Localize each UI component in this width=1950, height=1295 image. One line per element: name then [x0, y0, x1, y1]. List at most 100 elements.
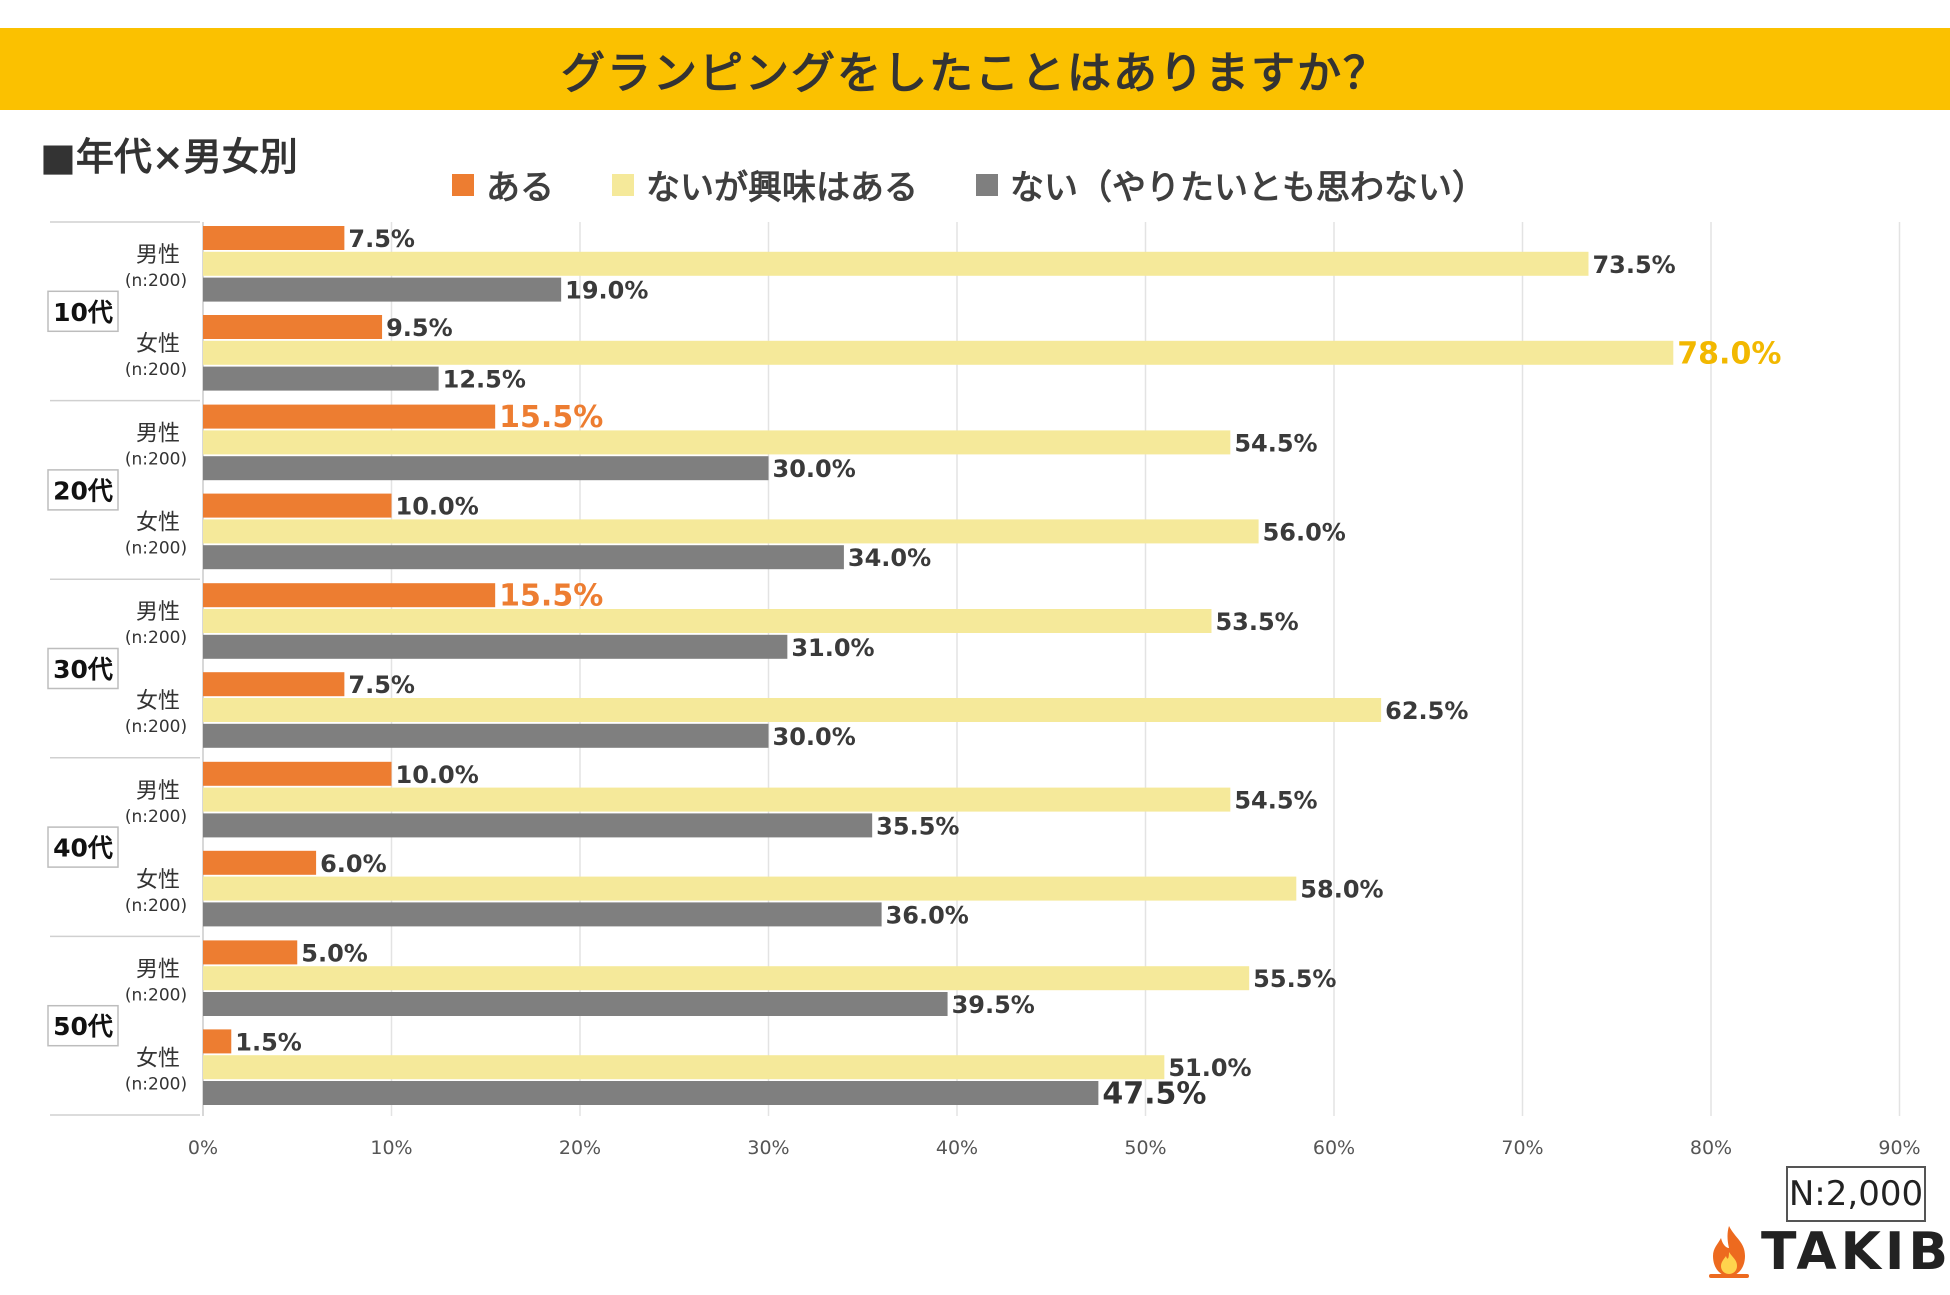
- data-label-interest: 54.5%: [1234, 429, 1317, 457]
- brand-name: TAKIBI: [1761, 1222, 1950, 1282]
- bar-aru: [203, 226, 345, 250]
- x-tick-label: 90%: [1878, 1137, 1920, 1159]
- bar-aru: [203, 315, 383, 339]
- age-label-box: [47, 826, 119, 868]
- data-label-nai: 19.0%: [565, 277, 648, 305]
- sample-n-label: (n:200): [125, 896, 187, 916]
- data-label-aru: 5.0%: [301, 939, 368, 967]
- bar-interest: [203, 698, 1382, 722]
- legend-swatch-interest: [612, 173, 634, 196]
- gender-label: 女性: [136, 511, 180, 536]
- data-label-nai: 30.0%: [773, 723, 856, 751]
- bar-aru: [203, 493, 392, 518]
- bar-nai: [203, 366, 439, 391]
- x-tick-label: 20%: [559, 1137, 601, 1159]
- data-label-aru: 7.5%: [348, 671, 415, 699]
- legend-item-interest: ないが興味はある: [612, 160, 918, 209]
- age-group-label: 10代: [53, 298, 113, 327]
- bar-interest: [203, 1055, 1165, 1080]
- brand-logo: TAKIBI: [1705, 1222, 1950, 1282]
- chart-legend: ある ないが興味はある ない（やりたいとも思わない）: [452, 160, 1544, 209]
- data-label-nai: 35.5%: [876, 812, 959, 840]
- age-group-label: 20代: [53, 476, 113, 505]
- gender-label: 女性: [136, 1046, 180, 1071]
- data-label-interest: 56.0%: [1263, 518, 1346, 546]
- data-label-nai: 36.0%: [886, 901, 969, 929]
- bar-aru: [203, 940, 298, 965]
- data-label-aru: 10.0%: [396, 761, 479, 789]
- sample-n-label: (n:200): [125, 539, 187, 559]
- bar-interest: [203, 251, 1589, 276]
- bar-interest: [203, 876, 1297, 901]
- flame-icon: [1709, 1226, 1749, 1278]
- gender-label: 女性: [136, 689, 180, 714]
- data-label-nai: 34.0%: [848, 544, 931, 572]
- bar-nai: [203, 545, 844, 570]
- bar-nai: [203, 992, 948, 1016]
- bar-nai: [203, 902, 882, 927]
- bar-aru: [203, 583, 496, 608]
- data-label-aru: 6.0%: [320, 850, 387, 878]
- data-label-interest: 51.0%: [1168, 1054, 1251, 1082]
- x-tick-label: 80%: [1690, 1137, 1732, 1159]
- data-label-aru: 10.0%: [396, 493, 479, 521]
- sample-n-label: (n:200): [125, 628, 187, 648]
- data-label-interest: 58.0%: [1300, 876, 1383, 904]
- data-label-aru: 9.5%: [386, 314, 453, 342]
- age-group-label: 40代: [53, 834, 113, 863]
- data-label-nai: 31.0%: [791, 634, 874, 662]
- gender-label: 男性: [136, 957, 180, 982]
- bar-aru: [203, 1029, 232, 1054]
- legend-label-aru: ある: [486, 168, 554, 208]
- age-label-box: [47, 290, 119, 333]
- bar-interest: [203, 340, 1674, 365]
- sample-n-label: (n:200): [125, 271, 187, 291]
- gender-label: 男性: [136, 243, 180, 268]
- legend-label-interest: ないが興味はある: [646, 168, 918, 208]
- bar-interest: [203, 966, 1250, 991]
- legend-item-nai: ない（やりたいとも思わない）: [976, 160, 1486, 209]
- x-tick-label: 50%: [1124, 1137, 1166, 1159]
- bar-aru: [203, 672, 345, 697]
- bar-nai: [203, 813, 873, 838]
- data-label-aru: 15.5%: [499, 579, 603, 614]
- bar-interest: [203, 519, 1259, 544]
- legend-swatch-nai: [976, 173, 998, 196]
- age-group-label: 50代: [53, 1012, 113, 1041]
- age-label-box: [47, 469, 119, 511]
- data-label-nai: 30.0%: [773, 455, 856, 483]
- title-band: グランピングをしたことはありますか？: [0, 28, 1950, 110]
- x-tick-label: 60%: [1313, 1137, 1355, 1159]
- x-tick-label: 10%: [370, 1137, 412, 1159]
- data-label-nai: 47.5%: [1102, 1077, 1206, 1112]
- gender-label: 男性: [136, 600, 180, 625]
- age-label-box: [47, 1004, 119, 1047]
- data-label-interest: 54.5%: [1234, 787, 1317, 815]
- legend-label-nai: ない（やりたいとも思わない）: [1010, 168, 1486, 208]
- sample-n-label: (n:200): [125, 985, 187, 1005]
- data-label-interest: 78.0%: [1677, 336, 1781, 371]
- data-label-aru: 15.5%: [499, 400, 603, 435]
- x-tick-label: 70%: [1501, 1137, 1543, 1159]
- sample-n-label: (n:200): [125, 450, 187, 470]
- bar-aru: [203, 761, 392, 786]
- gender-label: 男性: [136, 779, 180, 804]
- bar-interest: [203, 430, 1231, 455]
- legend-item-aru: ある: [452, 160, 554, 209]
- bar-aru: [203, 404, 496, 429]
- bar-interest: [203, 609, 1212, 633]
- sample-n-label: (n:200): [125, 807, 187, 827]
- legend-swatch-aru: [452, 173, 474, 196]
- data-label-interest: 62.5%: [1385, 697, 1468, 725]
- bar-interest: [203, 787, 1231, 812]
- x-tick-label: 30%: [747, 1137, 789, 1159]
- data-label-interest: 55.5%: [1253, 965, 1336, 993]
- bar-nai: [203, 456, 769, 481]
- x-tick-label: 0%: [188, 1137, 218, 1159]
- bar-nai: [203, 723, 769, 748]
- bar-aru: [203, 850, 317, 875]
- data-label-aru: 7.5%: [348, 225, 415, 253]
- data-label-aru: 1.5%: [235, 1028, 302, 1056]
- bar-nai: [203, 1081, 1099, 1105]
